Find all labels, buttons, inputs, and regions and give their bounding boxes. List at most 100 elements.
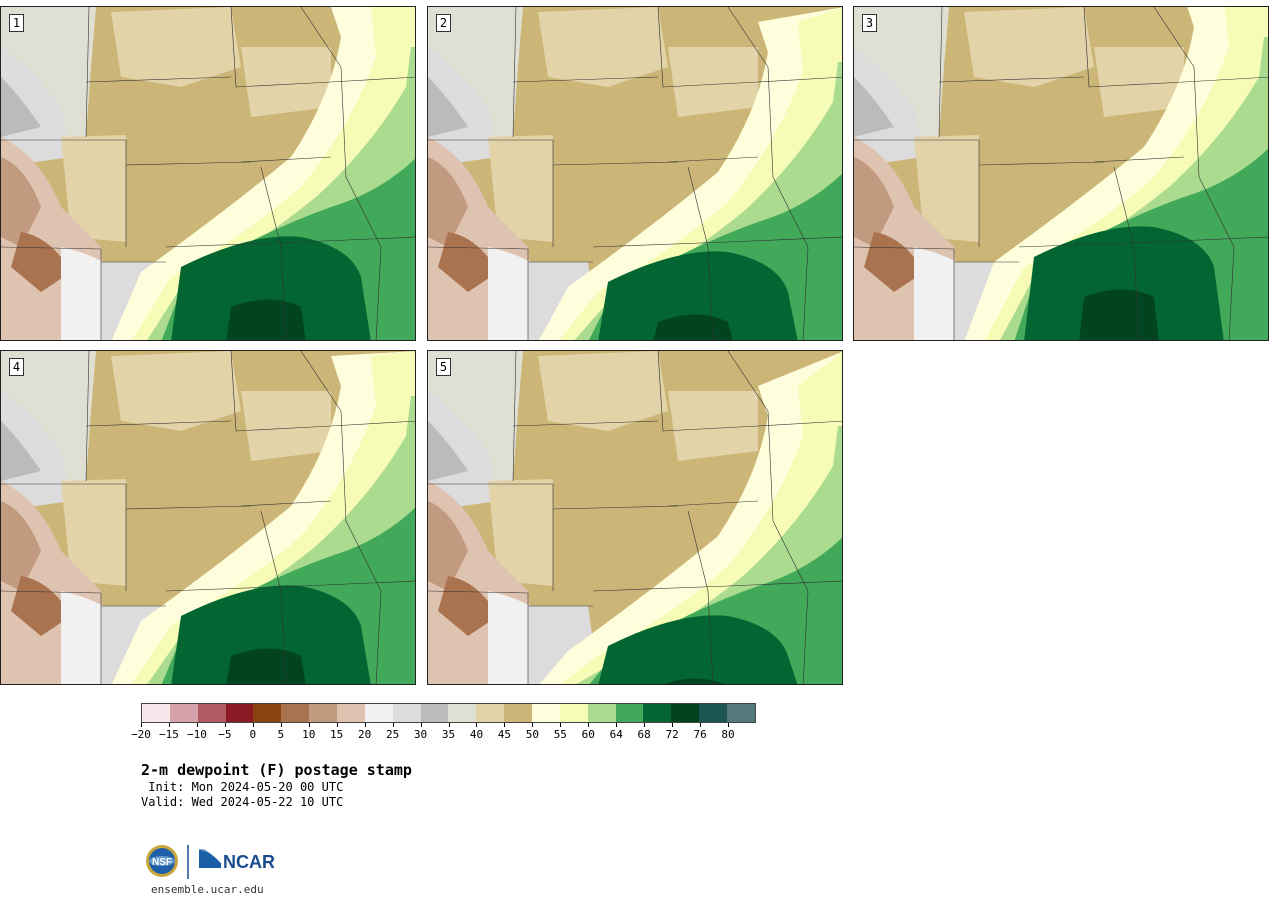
colorbar-tick-label: 50 bbox=[525, 728, 539, 741]
map-region bbox=[538, 7, 668, 87]
colorbar-swatch bbox=[476, 704, 505, 722]
state-border bbox=[345, 520, 382, 592]
colorbar-tick bbox=[392, 723, 394, 727]
dewpoint-colorbar bbox=[141, 703, 756, 723]
state-border bbox=[727, 7, 769, 68]
map-region bbox=[241, 391, 331, 461]
map-region bbox=[598, 251, 798, 340]
map-region bbox=[598, 615, 798, 684]
state-border bbox=[340, 66, 347, 178]
state-border bbox=[1193, 66, 1200, 178]
state-border bbox=[1198, 176, 1235, 248]
map-region bbox=[428, 157, 468, 247]
map-region bbox=[488, 479, 553, 586]
colorbar-tick bbox=[308, 723, 310, 727]
colorbar-tick-label: 35 bbox=[441, 728, 456, 741]
state-border bbox=[512, 76, 659, 83]
state-border bbox=[85, 76, 232, 83]
state-border bbox=[662, 425, 759, 432]
dewpoint-map-5 bbox=[428, 351, 842, 684]
ensemble-member-panel-4: 4 bbox=[0, 350, 416, 685]
colorbar-tick bbox=[448, 723, 450, 727]
state-border bbox=[687, 166, 709, 248]
state-border bbox=[330, 76, 415, 83]
map-region bbox=[61, 479, 126, 586]
colorbar-tick-label: 0 bbox=[249, 728, 257, 741]
state-border bbox=[1228, 246, 1235, 340]
colorbar-tick bbox=[588, 723, 590, 727]
colorbar-swatch bbox=[643, 704, 672, 722]
map-region bbox=[61, 135, 126, 242]
colorbar-swatch bbox=[197, 704, 226, 722]
state-border bbox=[165, 241, 302, 248]
colorbar-tick bbox=[420, 723, 422, 727]
state-border bbox=[757, 76, 842, 83]
map-region bbox=[1079, 289, 1159, 340]
state-border bbox=[657, 351, 664, 432]
colorbar-tick-label: 25 bbox=[385, 728, 400, 741]
colorbar-tick bbox=[560, 723, 562, 727]
state-border bbox=[767, 66, 774, 178]
map-region bbox=[1, 157, 41, 247]
state-border bbox=[1133, 246, 1140, 340]
colorbar-tick-label: 60 bbox=[581, 728, 595, 741]
state-border bbox=[802, 246, 809, 340]
map-region bbox=[1024, 226, 1224, 340]
dewpoint-map-1 bbox=[1, 7, 415, 340]
ncar-logo-text: NCAR bbox=[223, 852, 274, 872]
map-region bbox=[171, 236, 371, 340]
map-region bbox=[428, 77, 468, 137]
member-label-3: 3 bbox=[862, 14, 877, 32]
colorbar-swatch bbox=[364, 704, 393, 722]
map-region bbox=[538, 351, 668, 431]
colorbar-swatch bbox=[225, 704, 254, 722]
map-region bbox=[1, 421, 41, 481]
state-border bbox=[1088, 81, 1185, 88]
site-url: ensemble.ucar.edu bbox=[151, 883, 264, 896]
colorbar-tick bbox=[168, 723, 170, 727]
colorbar-tick-label: 80 bbox=[721, 728, 735, 741]
colorbar-tick bbox=[141, 723, 142, 727]
state-border bbox=[230, 7, 237, 88]
map-region bbox=[668, 47, 758, 117]
colorbar-tick-label: 64 bbox=[609, 728, 623, 741]
state-border bbox=[340, 410, 347, 522]
map-region bbox=[111, 351, 241, 431]
ensemble-member-panel-3: 3 bbox=[853, 6, 1269, 341]
state-border bbox=[772, 520, 809, 592]
state-border bbox=[125, 505, 252, 510]
colorbar-swatch bbox=[727, 704, 755, 722]
state-border bbox=[727, 236, 842, 243]
colorbar-tick-label: 5 bbox=[277, 728, 285, 741]
state-border bbox=[707, 590, 714, 684]
state-border bbox=[85, 7, 90, 138]
colorbar-tick-label: −15 bbox=[159, 728, 179, 741]
state-border bbox=[300, 580, 415, 587]
state-border bbox=[230, 351, 237, 432]
state-border bbox=[552, 161, 679, 166]
state-border bbox=[512, 7, 517, 138]
map-region bbox=[914, 135, 979, 242]
map-region bbox=[854, 47, 924, 167]
colorbar-tick-label: 30 bbox=[413, 728, 428, 741]
colorbar-swatch bbox=[392, 704, 421, 722]
colorbar-tick-label: 55 bbox=[553, 728, 567, 741]
colorbar-tick bbox=[196, 723, 198, 727]
colorbar-swatch bbox=[615, 704, 644, 722]
state-border bbox=[667, 500, 759, 507]
colorbar-swatch bbox=[587, 704, 616, 722]
colorbar-swatch bbox=[671, 704, 700, 722]
state-border bbox=[1183, 76, 1268, 83]
state-border bbox=[757, 420, 842, 427]
map-region bbox=[1, 501, 41, 591]
state-border bbox=[727, 351, 769, 412]
member-label-1: 1 bbox=[9, 14, 24, 32]
colorbar-swatch bbox=[420, 704, 449, 722]
state-border bbox=[280, 246, 287, 340]
state-border bbox=[428, 590, 529, 594]
state-border bbox=[727, 580, 842, 587]
init-time: Init: Mon 2024-05-20 00 UTC bbox=[141, 780, 344, 794]
state-border bbox=[165, 585, 302, 592]
state-border bbox=[1, 246, 102, 250]
nsf-logo-icon: NSF bbox=[146, 845, 178, 877]
